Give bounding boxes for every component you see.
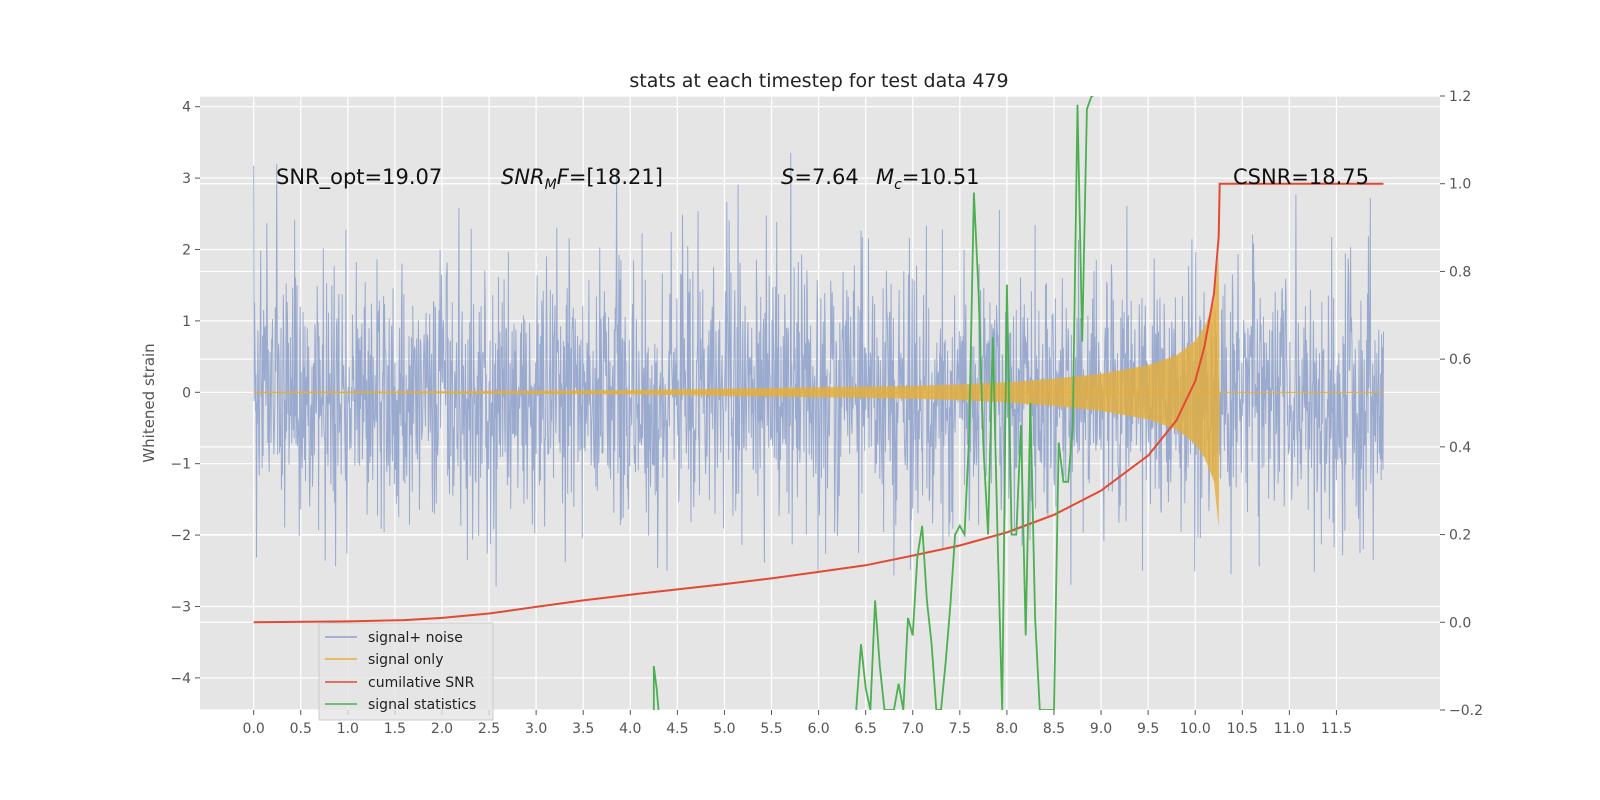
y2-tick-label: 0.8 [1449, 264, 1471, 280]
x-tick-label: 9.5 [1137, 721, 1159, 737]
legend-item-cumulative-snr: cumilative SNR [325, 675, 475, 691]
y2-tick-label: 0.4 [1449, 440, 1471, 456]
x-tick-label: 7.0 [902, 721, 924, 737]
y-tick-label: 1 [182, 314, 191, 330]
x-axis-ticks: 0.0 0.5 1.0 1.5 2.0 2.5 3.0 3.5 4.0 4.5 5.0 5.5 6.0 6… [243, 710, 1352, 737]
annotation-mc: Mc=10.51 [876, 165, 980, 193]
y-tick-label: 4 [182, 100, 191, 116]
legend-label-cumulative-snr: cumilative SNR [368, 675, 475, 691]
annotation-snr-opt: SNR_opt=19.07 [276, 165, 442, 190]
y2-tick-label: 1.0 [1449, 177, 1471, 193]
x-tick-label: 5.5 [760, 721, 782, 737]
x-tick-label: 1.5 [384, 721, 406, 737]
legend: signal+ noise signal only cumilative SNR… [318, 622, 494, 721]
y2-tick-label: −0.2 [1449, 703, 1483, 719]
series-signal-statistics [652, 96, 1094, 710]
y-tick-label: −2 [170, 528, 191, 544]
y-tick-label: −1 [170, 457, 191, 473]
x-tick-label: 11.5 [1321, 721, 1352, 737]
x-tick-label: 6.0 [807, 721, 829, 737]
x-tick-label: 1.0 [337, 721, 359, 737]
annotation-csnr: CSNR=18.75 [1233, 165, 1369, 189]
x-tick-label: 2.5 [478, 721, 500, 737]
annotation-snr-mf: SNRMF=[18.21] [501, 165, 663, 193]
x-tick-label: 7.5 [949, 721, 971, 737]
legend-label-signal-noise: signal+ noise [368, 630, 463, 646]
x-tick-label: 3.0 [525, 721, 547, 737]
y-axis-ticks: 4 3 2 1 0 −1 −2 −3 −4 [170, 100, 200, 687]
legend-label-signal-statistics: signal statistics [368, 697, 476, 713]
x-tick-label: 0.0 [243, 721, 265, 737]
x-tick-label: 2.0 [431, 721, 453, 737]
y2-axis-ticks: 1.2 1.0 0.8 0.6 0.4 0.2 0.0 −0.2 [1440, 89, 1483, 719]
legend-item-signal-noise: signal+ noise [325, 630, 463, 646]
x-tick-label: 9.0 [1090, 721, 1112, 737]
annotation-s: S=7.64 [781, 165, 859, 189]
x-tick-label: 8.0 [996, 721, 1018, 737]
x-tick-label: 4.5 [666, 721, 688, 737]
y-tick-label: −4 [170, 671, 191, 687]
x-tick-label: 10.5 [1227, 721, 1258, 737]
y-tick-label: 3 [182, 171, 191, 187]
legend-item-signal-only: signal only [325, 652, 443, 668]
y-axis-label: Whitened strain [140, 343, 158, 462]
series-cumulative-snr [253, 182, 1384, 624]
y-tick-label: −3 [170, 599, 191, 615]
legend-item-signal-statistics: signal statistics [325, 697, 476, 713]
x-tick-label: 10.0 [1180, 721, 1211, 737]
y2-tick-label: 1.2 [1449, 89, 1471, 105]
y2-tick-label: 0.6 [1449, 352, 1471, 368]
x-tick-label: 11.0 [1274, 721, 1305, 737]
x-tick-label: 0.5 [290, 721, 312, 737]
x-tick-label: 3.5 [572, 721, 594, 737]
x-tick-label: 5.0 [713, 721, 735, 737]
y-tick-label: 2 [182, 243, 191, 259]
chart-title: stats at each timestep for test data 479 [629, 70, 1008, 92]
x-tick-label: 6.5 [855, 721, 877, 737]
y2-tick-label: 0.2 [1449, 528, 1471, 544]
y2-tick-label: 0.0 [1449, 615, 1471, 631]
y-tick-label: 0 [182, 385, 191, 401]
series-layer [253, 96, 1384, 710]
x-tick-label: 4.0 [619, 721, 641, 737]
legend-label-signal-only: signal only [368, 652, 443, 668]
x-tick-label: 8.5 [1043, 721, 1065, 737]
annotations: SNR_opt=19.07 SNRMF=[18.21] S=7.64 Mc=10… [276, 165, 1369, 193]
